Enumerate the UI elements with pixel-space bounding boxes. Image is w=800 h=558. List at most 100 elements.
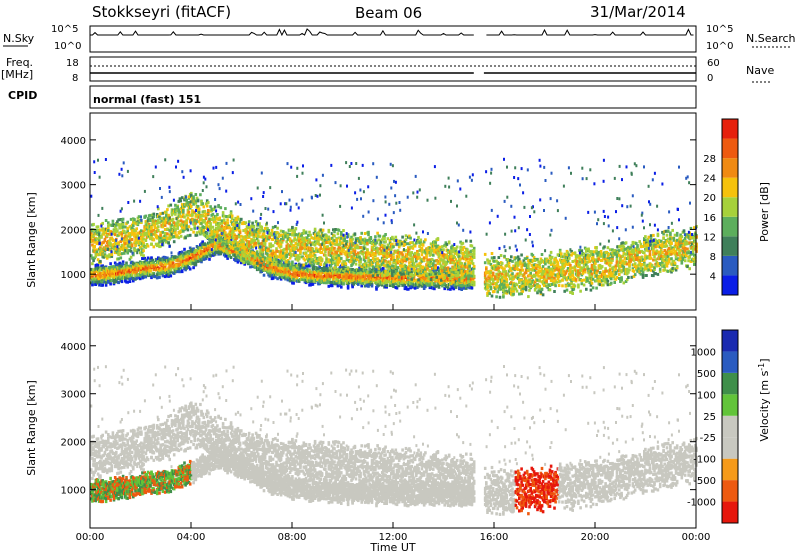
- power-cell: [357, 283, 360, 286]
- power-cell: [318, 238, 321, 241]
- power-cell: [166, 208, 169, 211]
- power-cell: [245, 235, 248, 238]
- power-cell: [223, 218, 226, 221]
- power-cell: [141, 257, 144, 260]
- power-cell: [92, 259, 95, 262]
- nsky-tick-top: 10^5: [51, 24, 78, 35]
- cpid-value: normal (fast) 151: [93, 93, 201, 106]
- power-cell: [174, 228, 177, 231]
- power-cell: [150, 227, 153, 230]
- power-cell: [288, 261, 291, 264]
- power-cell: [99, 260, 102, 263]
- power-cell: [320, 247, 323, 250]
- power-cell: [259, 264, 262, 267]
- power-cell: [199, 193, 202, 196]
- power-cell: [108, 223, 111, 226]
- power-cell: [145, 246, 148, 249]
- power-cell: [473, 275, 476, 278]
- power-cell: [231, 217, 234, 220]
- power-cell: [392, 285, 395, 288]
- power-cell: [192, 231, 195, 234]
- power-cell: [142, 254, 145, 257]
- power-cell: [259, 249, 262, 252]
- power-cell: [209, 227, 212, 230]
- power-cell: [292, 266, 295, 269]
- power-cell: [162, 274, 165, 277]
- power-cell: [135, 241, 138, 244]
- power-cell: [201, 202, 204, 205]
- power-cell: [209, 254, 212, 257]
- power-cell: [471, 286, 474, 289]
- nsky-panel: [90, 26, 696, 52]
- power-cell: [96, 241, 99, 244]
- power-cell: [271, 229, 274, 232]
- power-cell: [254, 257, 257, 260]
- nave-tick-bottom: 0: [707, 73, 713, 84]
- power-cell: [190, 194, 193, 197]
- power-cell: [173, 240, 176, 243]
- power-cell: [223, 215, 226, 218]
- power-cell: [182, 209, 185, 212]
- power-cell: [322, 248, 325, 251]
- power-cell: [339, 274, 342, 277]
- power-cell: [289, 279, 292, 282]
- power-cell: [195, 262, 198, 265]
- power-cell: [251, 222, 254, 225]
- power-cell: [129, 265, 132, 268]
- power-cell: [463, 287, 466, 290]
- power-cell: [138, 215, 141, 218]
- power-cell: [182, 220, 185, 223]
- power-cell: [199, 246, 202, 249]
- power-cell: [447, 286, 450, 289]
- power-cell: [238, 218, 241, 221]
- power-cell: [185, 224, 188, 227]
- power-cell: [116, 230, 119, 233]
- power-cell: [326, 275, 329, 278]
- power-cell: [247, 231, 250, 234]
- power-cell: [104, 276, 107, 279]
- nsky-tick-bottom: 10^0: [54, 41, 81, 52]
- power-cell: [382, 267, 385, 270]
- power-cell: [257, 240, 260, 243]
- power-cell: [317, 262, 320, 265]
- power-cell: [260, 226, 263, 229]
- power-cell: [156, 273, 159, 276]
- power-cell: [282, 252, 285, 255]
- power-cell: [143, 228, 146, 231]
- power-cell: [281, 263, 284, 266]
- power-cell: [178, 263, 181, 266]
- power-cell: [292, 282, 295, 285]
- power-cell: [122, 218, 125, 221]
- power-cell: [187, 228, 190, 231]
- power-cell: [91, 283, 94, 286]
- power-cell: [166, 232, 169, 235]
- power-cell: [321, 259, 324, 262]
- power-cell: [157, 225, 160, 228]
- power-cell: [250, 262, 253, 265]
- power-cell: [181, 251, 184, 254]
- power-cell: [179, 211, 182, 214]
- freq-trace: [90, 66, 696, 73]
- power-cell: [278, 255, 281, 258]
- power-cell: [179, 270, 182, 273]
- power-cell: [385, 284, 388, 287]
- power-cell: [208, 258, 211, 261]
- power-cell: [159, 234, 162, 237]
- power-cell: [166, 228, 169, 231]
- power-cell: [232, 247, 235, 250]
- power-cell: [291, 263, 294, 266]
- power-cell: [314, 233, 317, 236]
- power-cell: [192, 266, 195, 269]
- power-cell: [268, 236, 271, 239]
- power-cell: [295, 227, 298, 230]
- power-cell: [112, 220, 115, 223]
- power-cell: [195, 193, 198, 196]
- power-cell: [270, 242, 273, 245]
- power-cell: [226, 252, 229, 255]
- freq-tick-bottom: 8: [72, 73, 78, 84]
- power-cell: [181, 226, 184, 229]
- power-cell: [268, 232, 271, 235]
- power-cell: [101, 284, 104, 287]
- power-cell: [214, 206, 217, 209]
